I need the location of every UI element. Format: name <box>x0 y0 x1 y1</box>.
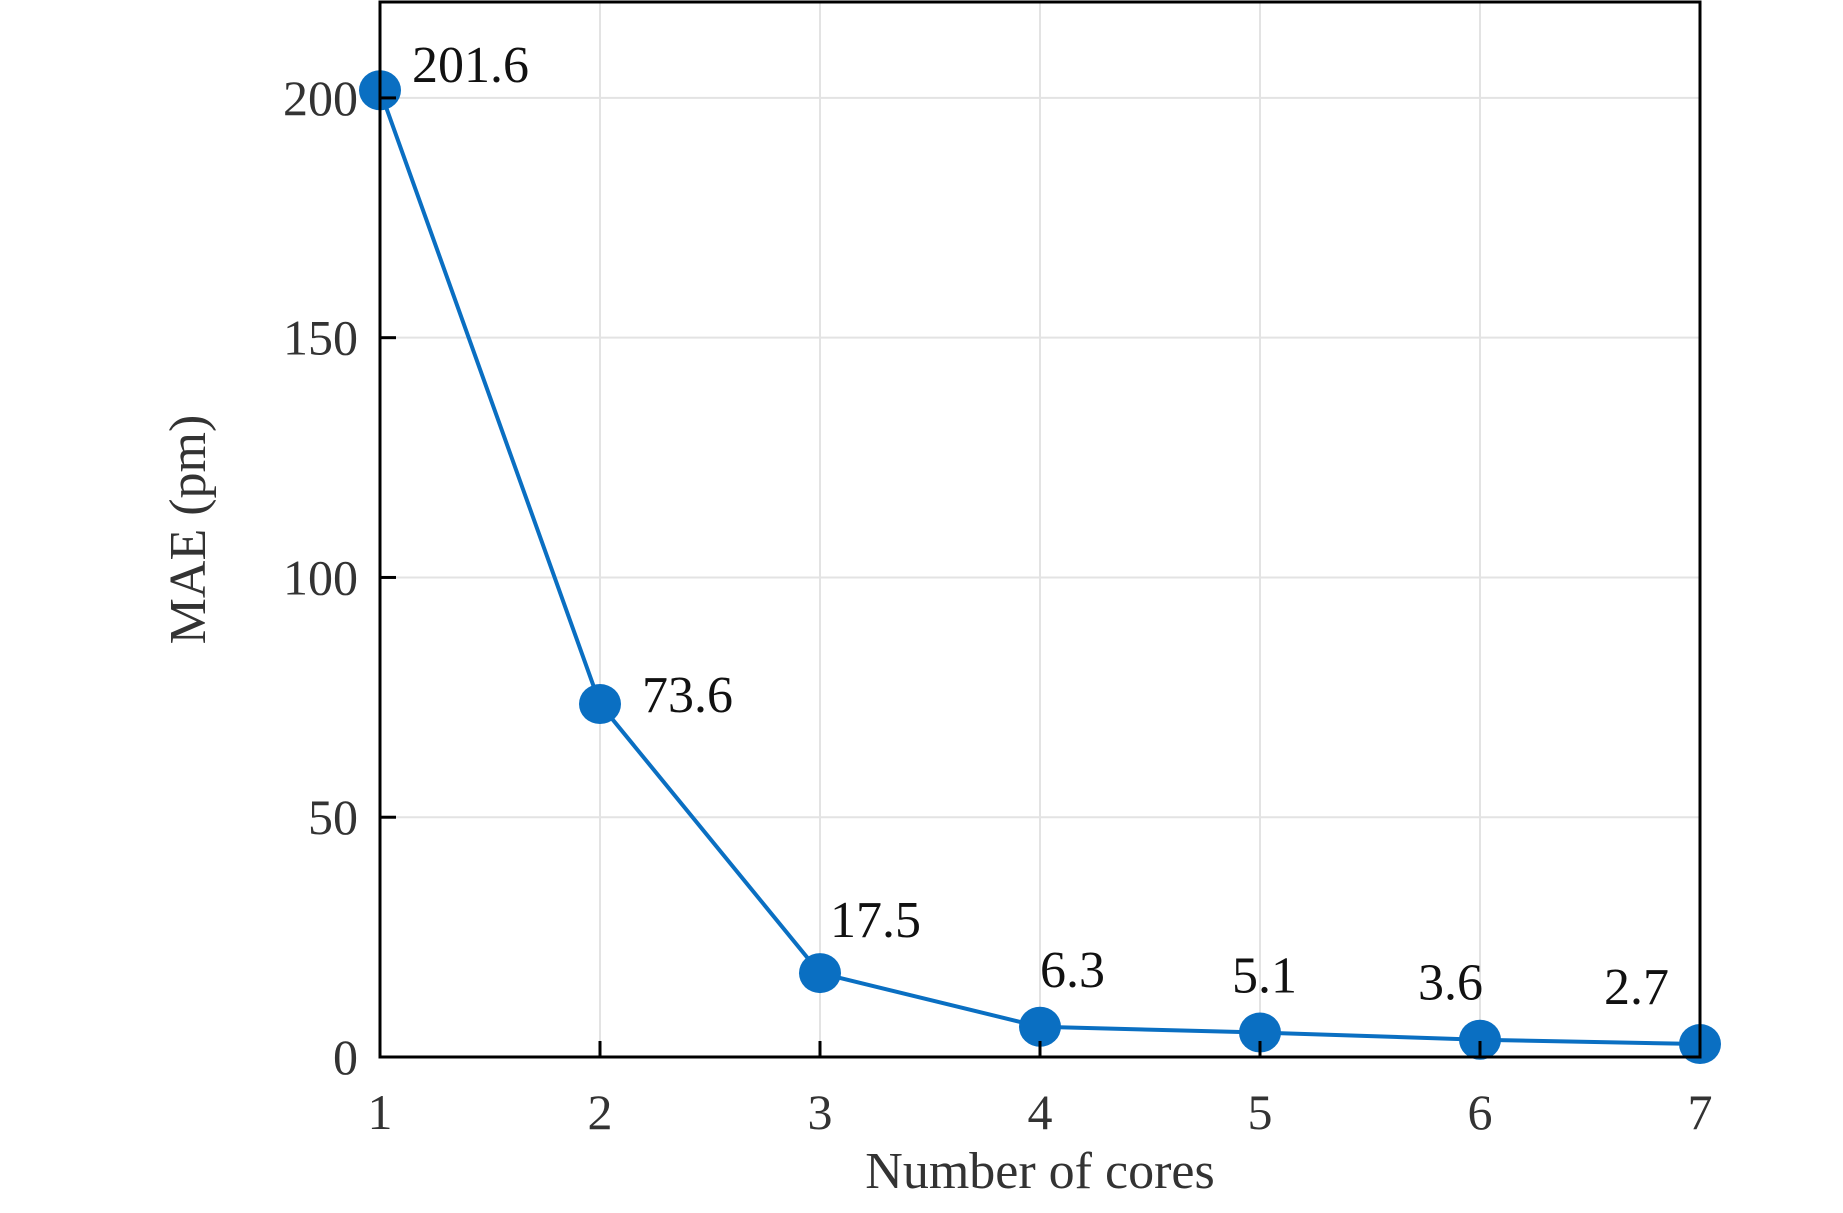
data-point <box>1019 1006 1061 1047</box>
x-tick-label: 2 <box>588 1084 613 1140</box>
data-point <box>1239 1012 1281 1053</box>
x-tick-label: 6 <box>1468 1084 1493 1140</box>
data-labels: 201.6 73.6 17.5 6.3 5.1 3.6 2.7 <box>412 37 1669 1016</box>
x-axis-title: Number of cores <box>865 1143 1214 1200</box>
data-label: 17.5 <box>830 892 921 949</box>
y-tick-label: 100 <box>283 549 358 605</box>
x-tick-label: 5 <box>1248 1084 1273 1140</box>
series-layer <box>359 70 1721 1065</box>
y-tick-label: 50 <box>308 789 358 845</box>
axis-ticks: 1 2 3 4 5 6 7 0 50 100 150 200 <box>283 70 1713 1140</box>
y-axis-title: MAE (pm) <box>160 415 217 645</box>
data-label: 2.7 <box>1604 959 1669 1016</box>
x-tick-label: 1 <box>368 1084 393 1140</box>
y-tick-label: 0 <box>333 1029 358 1085</box>
data-label: 5.1 <box>1232 948 1297 1005</box>
x-tick-label: 4 <box>1028 1084 1053 1140</box>
data-label: 6.3 <box>1040 942 1105 999</box>
y-tick-label: 150 <box>283 310 358 366</box>
data-point <box>579 684 621 725</box>
data-label: 73.6 <box>642 667 733 724</box>
x-tick-label: 3 <box>808 1084 833 1140</box>
data-label: 201.6 <box>412 37 529 94</box>
x-tick-label: 7 <box>1688 1084 1713 1140</box>
y-tick-label: 200 <box>283 70 358 126</box>
data-point <box>1459 1019 1501 1060</box>
data-label: 3.6 <box>1418 955 1483 1012</box>
data-point <box>799 953 841 994</box>
grid <box>379 2 1701 1058</box>
